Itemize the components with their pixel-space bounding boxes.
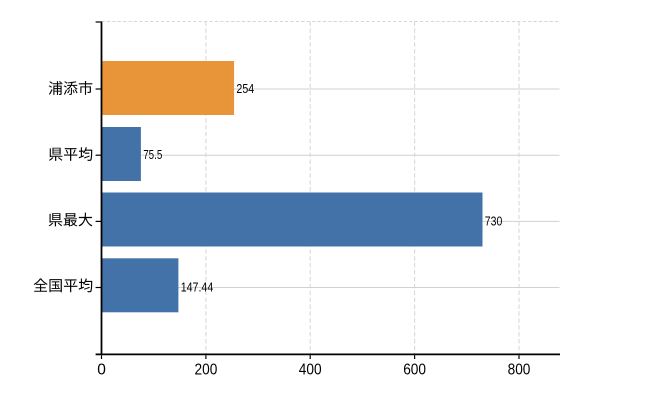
svg-text:147.44: 147.44 [181, 280, 214, 294]
svg-text:600: 600 [403, 362, 426, 379]
svg-text:254: 254 [236, 82, 254, 96]
svg-text:800: 800 [508, 362, 531, 379]
svg-text:0: 0 [97, 362, 106, 379]
svg-text:400: 400 [299, 362, 322, 379]
svg-text:200: 200 [195, 362, 218, 379]
svg-text:730: 730 [485, 214, 503, 228]
svg-text:75.5: 75.5 [143, 148, 162, 162]
